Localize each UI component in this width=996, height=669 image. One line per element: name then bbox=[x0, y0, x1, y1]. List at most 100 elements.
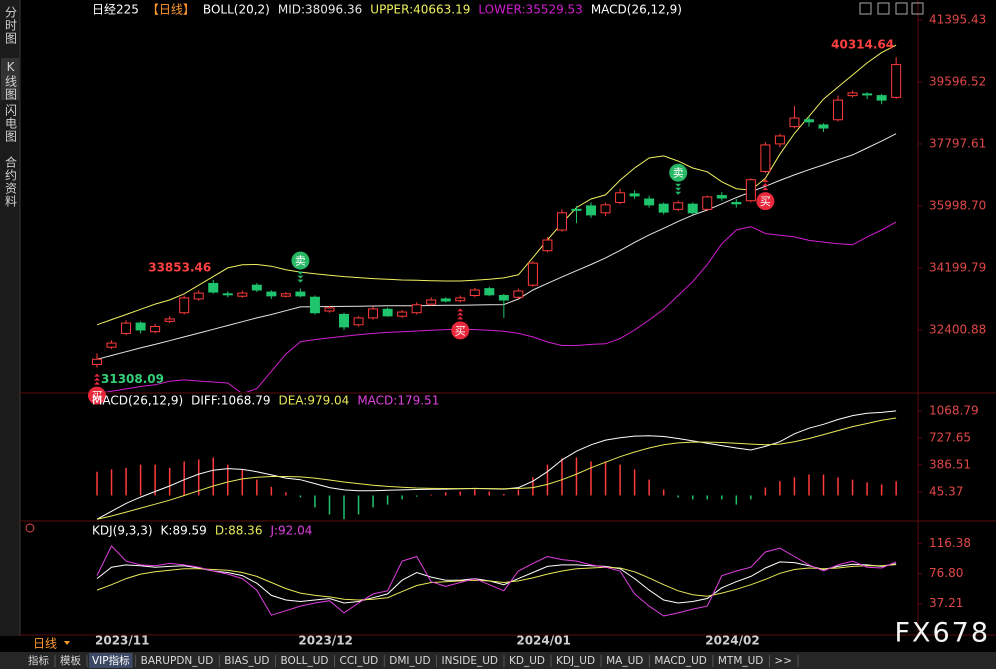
candle-body bbox=[891, 64, 902, 98]
signal-arrow bbox=[297, 275, 304, 279]
side-tab[interactable]: 分时图 bbox=[4, 6, 18, 45]
candle-body bbox=[150, 326, 161, 333]
legend-item: MACD(26,12,9) bbox=[92, 394, 183, 408]
macd-plot bbox=[96, 410, 897, 520]
tab[interactable]: BOLL_UD bbox=[280, 655, 328, 667]
tab[interactable]: BIAS_UD bbox=[224, 655, 269, 667]
candle-body bbox=[498, 295, 509, 301]
series-line bbox=[96, 545, 897, 617]
y-tick-label: 41395.43 bbox=[929, 12, 986, 26]
legend-item: D:88.36 bbox=[215, 524, 263, 538]
candle-body bbox=[876, 95, 887, 101]
candle-body bbox=[382, 308, 393, 317]
window-buttons bbox=[859, 2, 924, 15]
candle-body bbox=[106, 342, 117, 348]
tab[interactable]: 指标 bbox=[28, 654, 49, 667]
signal-label: 买 bbox=[760, 195, 771, 208]
tab[interactable]: DMI_UD bbox=[389, 655, 430, 667]
signal-label: 买 bbox=[92, 390, 103, 403]
candle-body bbox=[440, 298, 451, 302]
series-line bbox=[96, 564, 897, 601]
tab[interactable]: MA_UD bbox=[606, 655, 643, 667]
y-tick-label: 1068.79 bbox=[929, 403, 979, 417]
watermark: FX678 bbox=[894, 618, 990, 649]
high-label: 33853.46 bbox=[148, 260, 211, 274]
signal-label: 卖 bbox=[295, 255, 306, 268]
icon-button[interactable] bbox=[877, 2, 890, 15]
candle-body bbox=[600, 204, 611, 214]
candle-body bbox=[222, 293, 233, 296]
candle-body bbox=[789, 117, 800, 128]
signal-marker bbox=[451, 321, 470, 340]
legend-item: MACD(26,12,9) bbox=[591, 3, 682, 17]
legend-item: K:89.59 bbox=[161, 524, 207, 538]
tab[interactable]: BARUPDN_UD bbox=[141, 655, 214, 667]
candle-body bbox=[309, 296, 320, 314]
y-tick-label: 32400.88 bbox=[929, 322, 986, 336]
legend-item: UPPER:40663.19 bbox=[370, 3, 470, 17]
candle-body bbox=[527, 262, 538, 286]
candle-body bbox=[208, 282, 219, 293]
series-line bbox=[96, 44, 897, 326]
side-tab[interactable]: 合约资料 bbox=[4, 155, 18, 208]
tab[interactable]: MTM_UD bbox=[718, 655, 764, 667]
candle-body bbox=[745, 179, 756, 202]
candle-body bbox=[818, 124, 829, 129]
candle-body bbox=[484, 288, 495, 296]
candle-body bbox=[295, 291, 306, 297]
candle-body bbox=[280, 293, 291, 297]
candle-body bbox=[397, 311, 408, 317]
legend-item: LOWER:35529.53 bbox=[478, 3, 582, 17]
candle-body bbox=[571, 208, 582, 211]
settings-icon[interactable] bbox=[25, 523, 35, 533]
tab[interactable]: INSIDE_UD bbox=[442, 655, 498, 667]
x-tick-label: 2024/02 bbox=[705, 634, 759, 648]
candle-body bbox=[469, 289, 480, 297]
signal-arrow bbox=[94, 381, 100, 385]
icon-button[interactable] bbox=[895, 2, 908, 15]
icon-button[interactable] bbox=[911, 2, 924, 15]
side-tab[interactable]: K线图 bbox=[4, 60, 18, 101]
series-line bbox=[104, 221, 897, 392]
period-select[interactable]: 日线 bbox=[33, 637, 57, 651]
legend-item: 日经225 bbox=[92, 3, 139, 17]
signal-arrow bbox=[457, 308, 464, 312]
candle-body bbox=[687, 203, 698, 214]
tab[interactable]: 模板 bbox=[60, 654, 81, 667]
tab[interactable]: MACD_UD bbox=[654, 655, 707, 667]
signal-arrow bbox=[762, 187, 769, 191]
candle-body bbox=[847, 92, 858, 97]
candle-body bbox=[731, 201, 742, 205]
candle-body bbox=[411, 304, 422, 314]
candle-body bbox=[615, 192, 626, 203]
candle-body bbox=[455, 297, 466, 302]
signal-marker bbox=[291, 251, 310, 270]
candle-body bbox=[862, 93, 873, 96]
series-line bbox=[96, 417, 897, 520]
tab[interactable]: VIP指标 bbox=[92, 654, 130, 667]
signal-marker bbox=[756, 192, 775, 211]
legend-item: DEA:979.04 bbox=[278, 394, 349, 408]
candle-body bbox=[673, 202, 684, 210]
y-tick-label: 76.80 bbox=[929, 566, 963, 580]
icon-button[interactable] bbox=[859, 2, 872, 15]
candle-body bbox=[833, 99, 844, 121]
signal-arrow bbox=[675, 183, 682, 187]
y-tick-label: 37.21 bbox=[929, 596, 963, 610]
candle-body bbox=[179, 297, 190, 314]
candle-body bbox=[716, 195, 727, 199]
tab[interactable]: KDJ_UD bbox=[556, 655, 595, 667]
tab-bg bbox=[89, 653, 133, 668]
legend-item: J:92.04 bbox=[269, 524, 312, 538]
tab[interactable]: CCI_UD bbox=[339, 655, 378, 667]
candle-body bbox=[803, 119, 814, 123]
tab[interactable]: >> bbox=[774, 655, 792, 667]
signal-label: 卖 bbox=[673, 167, 684, 180]
candle-body bbox=[237, 292, 248, 297]
tab[interactable]: KD_UD bbox=[509, 655, 545, 667]
side-tab[interactable]: 闪电图 bbox=[4, 104, 18, 143]
signal-arrow bbox=[762, 179, 769, 183]
signal-arrow bbox=[457, 312, 464, 316]
